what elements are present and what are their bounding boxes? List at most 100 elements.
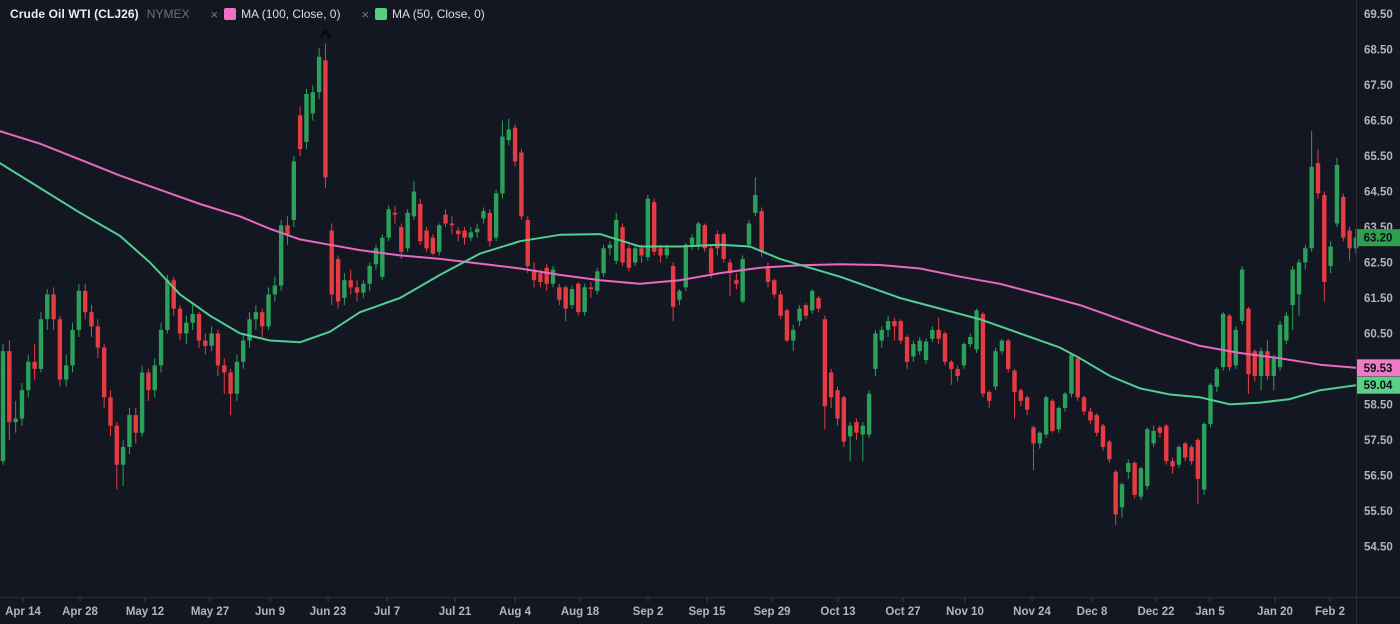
candle <box>791 324 796 352</box>
candle <box>241 333 246 369</box>
candle <box>1024 395 1030 416</box>
candle <box>658 244 663 263</box>
candle <box>493 189 499 242</box>
candle <box>708 244 714 279</box>
x-axis-label: Nov 10 <box>946 606 984 618</box>
ma50-value-badge: 59.04 <box>1357 376 1400 394</box>
candle <box>980 312 986 398</box>
candle <box>0 344 6 465</box>
candle <box>1005 338 1011 373</box>
candle <box>1107 439 1112 463</box>
candle <box>405 209 410 252</box>
candle <box>1018 388 1024 407</box>
candle <box>272 276 278 302</box>
candle <box>999 338 1005 355</box>
y-axis-label: 57.50 <box>1364 435 1393 447</box>
candle <box>38 312 44 373</box>
candle <box>222 358 227 394</box>
candle <box>1208 383 1213 428</box>
candle <box>1062 391 1068 412</box>
candle <box>209 326 214 352</box>
candle <box>892 317 897 341</box>
candle <box>879 326 884 348</box>
candle <box>620 223 625 267</box>
candle <box>304 88 309 149</box>
candle <box>677 289 682 306</box>
candle <box>1246 306 1251 394</box>
x-axis-label: Apr 28 <box>62 606 98 618</box>
ma100-color-swatch[interactable] <box>224 8 237 20</box>
candle <box>1347 227 1352 261</box>
candle <box>1277 321 1283 371</box>
x-axis-label: Nov 24 <box>1013 606 1051 618</box>
candle <box>462 227 467 245</box>
ma50-label: MA (50, Close, 0) <box>392 7 485 21</box>
candle <box>158 322 164 373</box>
candle <box>1195 438 1201 504</box>
candle <box>715 230 720 256</box>
candle <box>266 287 271 330</box>
candle <box>569 285 575 309</box>
candle <box>19 383 25 426</box>
candle <box>367 262 372 291</box>
candle <box>506 118 511 146</box>
exchange-label: NYMEX <box>146 7 190 21</box>
candle <box>1050 399 1055 433</box>
candle <box>228 368 233 416</box>
ma50-remove-button[interactable]: × <box>361 6 370 22</box>
candle <box>386 205 391 242</box>
candle <box>854 418 859 440</box>
time-axis[interactable]: Apr 14 Apr 28 May 12 May 27 Jun 9 Jun 23 Jul 7… <box>5 598 1345 618</box>
ma50-legend-item: × MA (50, Close, 0) <box>360 7 484 21</box>
candle <box>1220 312 1226 371</box>
ma100-line[interactable] <box>0 130 1357 369</box>
ma50-line[interactable] <box>0 162 1357 406</box>
x-axis-label: Apr 14 <box>5 606 41 618</box>
candle <box>310 85 315 121</box>
x-axis-label: Sep 15 <box>688 606 726 618</box>
candle <box>190 305 195 330</box>
candle <box>1341 193 1346 242</box>
candle <box>291 156 297 228</box>
ma50-color-swatch[interactable] <box>375 8 388 20</box>
candle <box>1227 313 1232 371</box>
candle <box>683 242 688 291</box>
candle <box>474 223 480 238</box>
candle <box>942 331 948 366</box>
candle <box>828 368 834 408</box>
candle <box>512 124 518 167</box>
candle <box>803 303 809 320</box>
candle <box>885 315 891 337</box>
candle <box>898 319 903 345</box>
candle <box>1043 395 1049 439</box>
candle <box>601 244 606 277</box>
candle <box>392 205 398 224</box>
candle <box>1100 423 1106 451</box>
candle <box>1183 441 1188 462</box>
candle <box>1258 347 1264 391</box>
candle <box>316 47 322 100</box>
ma100-label: MA (100, Close, 0) <box>241 7 341 21</box>
candle <box>76 283 82 337</box>
candle <box>455 227 461 242</box>
candle <box>1176 445 1182 469</box>
candle <box>987 390 992 408</box>
candle <box>1189 445 1194 465</box>
chart-legend: Crude Oil WTI (CLJ26) NYMEX × MA (100, C… <box>10 7 485 21</box>
candle <box>904 335 910 369</box>
candle <box>936 317 941 345</box>
candle <box>753 177 758 217</box>
ma100-remove-button[interactable]: × <box>210 6 219 22</box>
candle <box>101 344 107 408</box>
peak-marker-icon <box>319 29 332 38</box>
candle <box>247 312 252 348</box>
candle <box>354 280 360 302</box>
candle <box>13 400 18 433</box>
candle <box>449 216 455 235</box>
candles <box>0 43 1359 525</box>
candle <box>1296 258 1302 316</box>
candle <box>165 274 170 334</box>
candle <box>120 439 126 486</box>
